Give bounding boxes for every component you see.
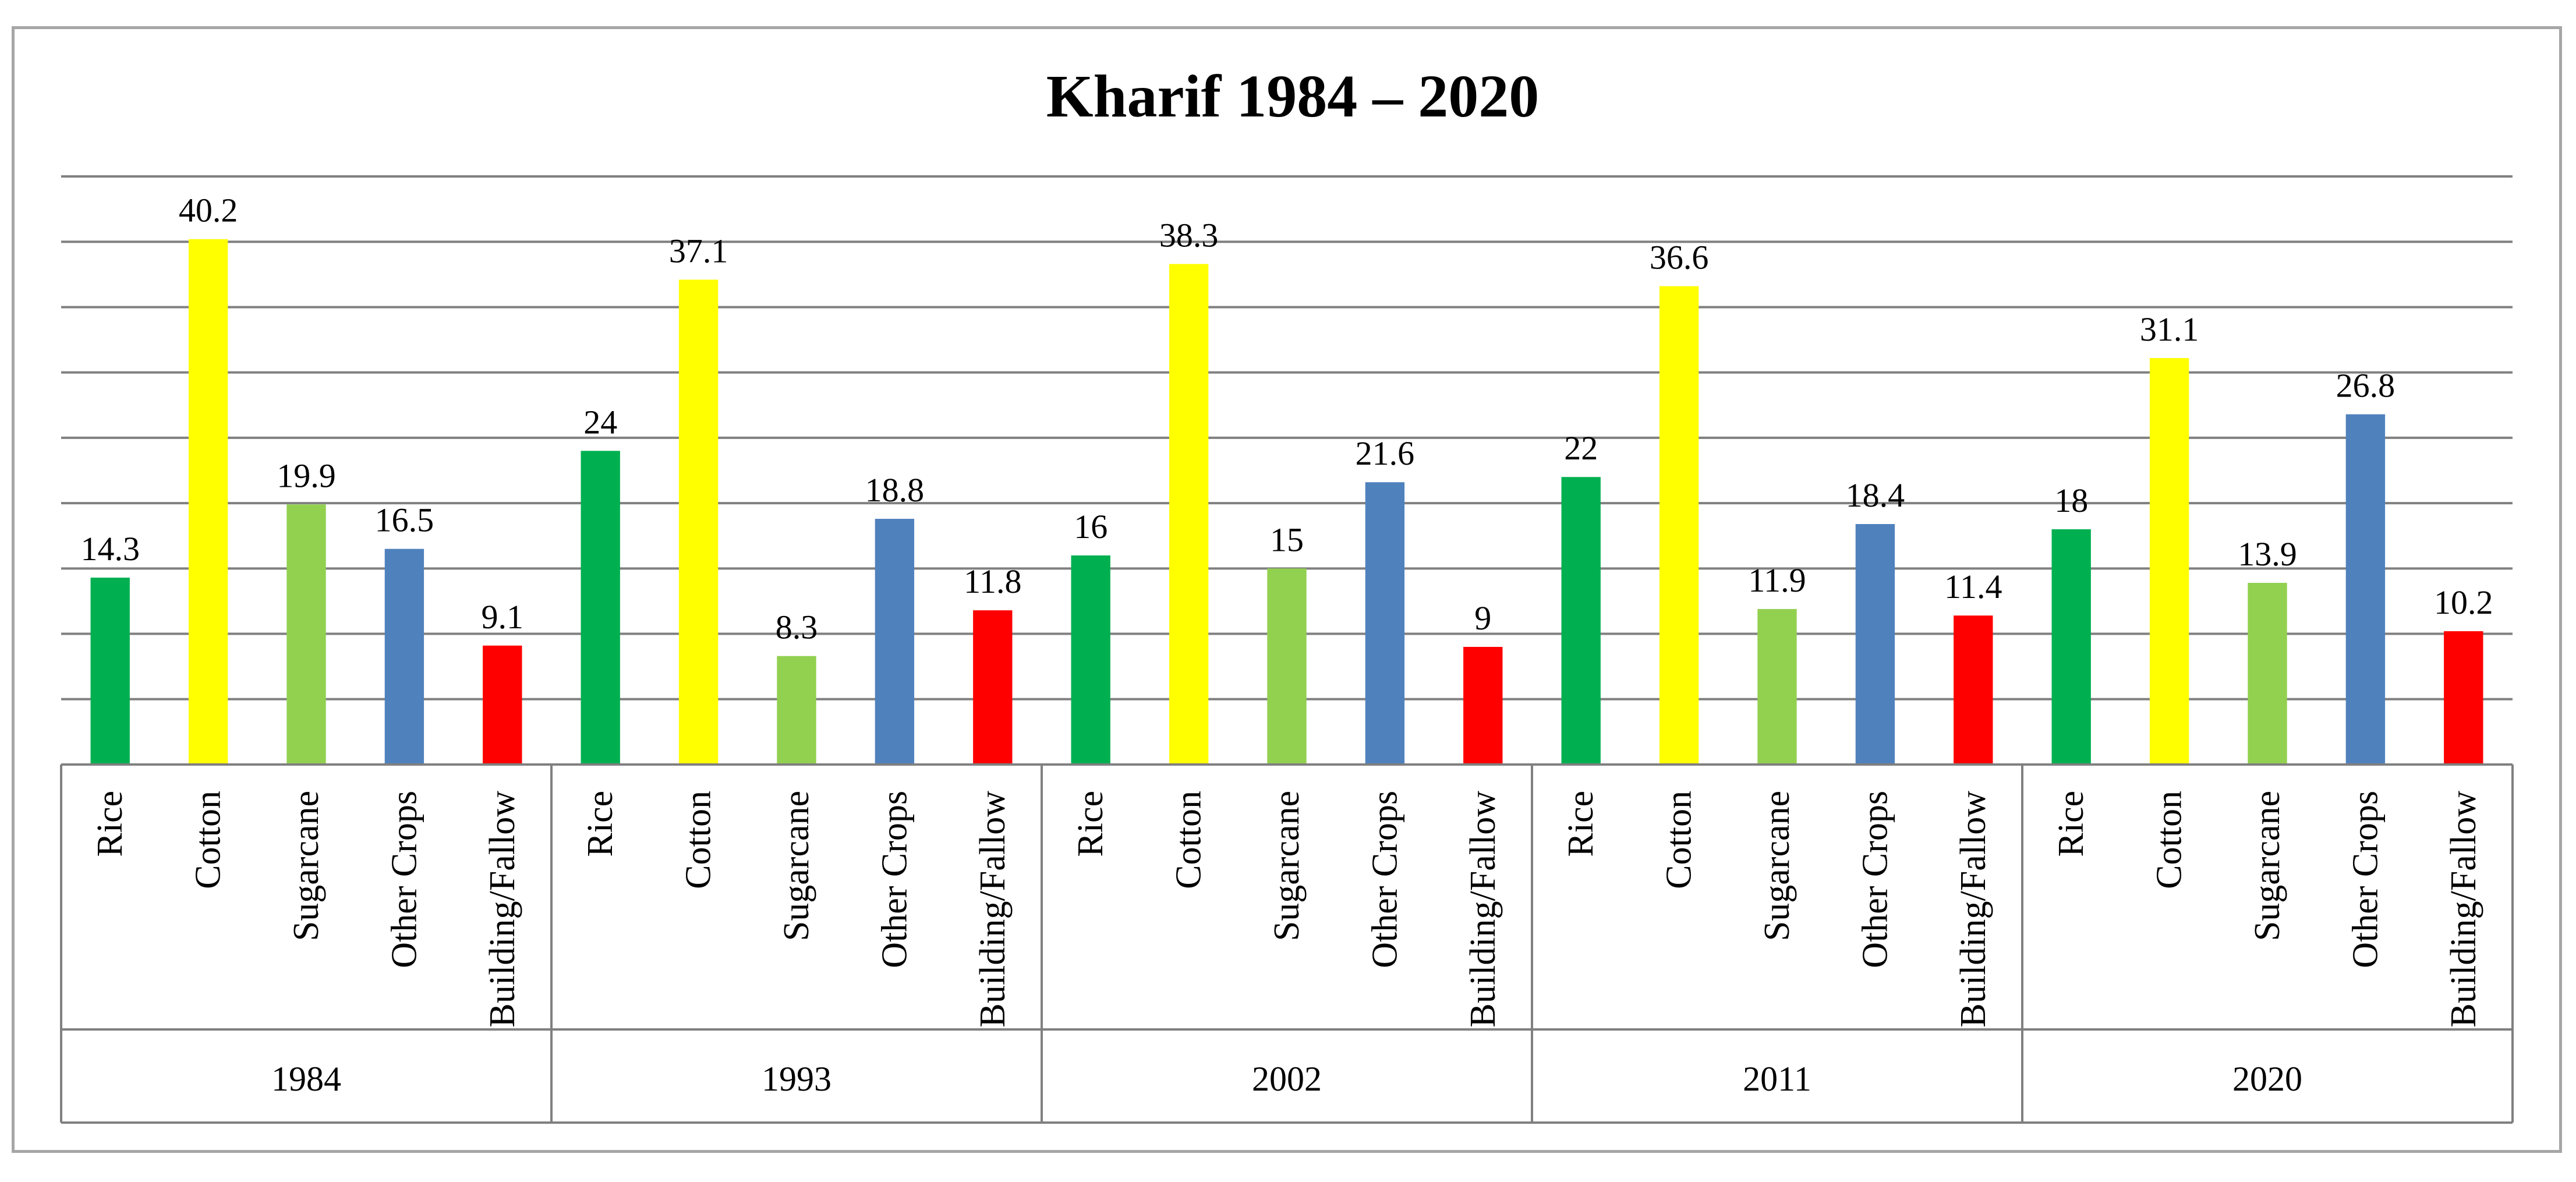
- bar: [1855, 524, 1895, 765]
- category-label: Other Crops: [2345, 791, 2385, 968]
- category-label: Building/Fallow: [973, 791, 1013, 1028]
- category-label: Rice: [2051, 791, 2091, 857]
- bar: [2444, 631, 2483, 765]
- bar: [2149, 358, 2189, 765]
- bar: [678, 279, 719, 765]
- data-label: 22: [1564, 429, 1598, 467]
- grid-lines: [61, 175, 2513, 700]
- bar: [1463, 647, 1503, 765]
- category-label: Building/Fallow: [483, 791, 522, 1028]
- category-label: Building/Fallow: [1954, 791, 1993, 1028]
- data-label: 18: [2054, 482, 2088, 519]
- data-label: 18.4: [1846, 476, 1905, 514]
- bar: [875, 519, 915, 765]
- category-label: Rice: [581, 791, 620, 857]
- category-label: Sugarcane: [1757, 791, 1797, 941]
- data-label: 19.9: [277, 456, 336, 494]
- bar: [1659, 286, 1699, 765]
- data-label: 11.4: [1944, 568, 2002, 606]
- bar: [483, 645, 522, 765]
- bars: [90, 239, 2483, 765]
- data-label: 10.2: [2434, 583, 2493, 621]
- data-label: 37.1: [669, 232, 728, 270]
- category-label: Other Crops: [1365, 791, 1404, 968]
- category-label: Cotton: [1169, 791, 1209, 889]
- category-label: Cotton: [1659, 791, 1699, 889]
- data-label: 11.8: [964, 562, 1021, 600]
- data-label: 11.9: [1748, 561, 1806, 599]
- year-label: 1993: [762, 1060, 831, 1098]
- bar: [1267, 568, 1307, 765]
- data-label: 31.1: [2140, 310, 2199, 348]
- bar: [2345, 414, 2386, 765]
- year-label: 2011: [1743, 1060, 1811, 1098]
- chart-svg: Kharif 1984 – 2020 14.3 40.2 19.9 16.5 9.1 24…: [60, 63, 2514, 1124]
- bar: [1365, 482, 1405, 765]
- bar: [1561, 477, 1601, 765]
- category-label: Rice: [90, 791, 130, 857]
- category-label: Sugarcane: [777, 791, 816, 941]
- category-label: Cotton: [679, 791, 719, 889]
- category-label: Building/Fallow: [2444, 791, 2483, 1028]
- data-label: 38.3: [1159, 216, 1219, 254]
- data-label: 15: [1270, 521, 1304, 558]
- year-label: 2002: [1252, 1060, 1322, 1098]
- data-label: 16: [1074, 508, 1107, 546]
- category-label: Rice: [1561, 791, 1601, 857]
- category-label: Other Crops: [384, 791, 424, 968]
- bar: [1954, 615, 1993, 765]
- chart-title: Kharif 1984 – 2020: [1046, 63, 1539, 130]
- data-label: 24: [583, 403, 617, 441]
- category-label: Rice: [1071, 791, 1110, 857]
- bar: [286, 504, 326, 765]
- data-label: 16.5: [375, 501, 434, 539]
- data-label: 40.2: [179, 192, 238, 229]
- bar: [90, 578, 130, 765]
- bar: [777, 656, 816, 765]
- bar: [1757, 608, 1797, 765]
- year-label: 2020: [2232, 1060, 2302, 1098]
- data-label: 18.8: [865, 471, 925, 509]
- data-label: 36.6: [1650, 239, 1709, 277]
- year-label: 1984: [271, 1060, 341, 1098]
- category-label: Building/Fallow: [1463, 791, 1503, 1028]
- data-label: 21.6: [1356, 434, 1415, 472]
- category-axis: 1984 Rice Cotton Sugarcane Other Crops Buildi…: [60, 763, 2514, 1124]
- data-label: 9.1: [482, 598, 524, 636]
- data-label: 9: [1474, 599, 1491, 637]
- data-label: 13.9: [2238, 535, 2297, 573]
- chart-frame: Kharif 1984 – 2020 14.3 40.2 19.9 16.5 9.1 24…: [12, 26, 2562, 1153]
- category-label: Sugarcane: [2248, 791, 2287, 941]
- category-label: Cotton: [189, 791, 228, 889]
- bar: [1169, 264, 1209, 765]
- bar: [581, 451, 620, 765]
- bar: [1071, 555, 1110, 765]
- data-label: 26.8: [2336, 366, 2395, 404]
- bar: [188, 239, 228, 765]
- bar: [384, 548, 424, 765]
- category-label: Other Crops: [1855, 791, 1895, 968]
- category-label: Sugarcane: [1267, 791, 1307, 941]
- bar: [2248, 583, 2287, 765]
- data-labels: 14.3 40.2 19.9 16.5 9.1 24 37.1 8.3 18.8 11.8 16 38…: [80, 192, 2493, 646]
- category-label: Cotton: [2150, 791, 2189, 889]
- category-label: Other Crops: [875, 791, 914, 968]
- category-label: Sugarcane: [286, 791, 326, 941]
- data-label: 14.3: [80, 530, 140, 568]
- bar: [973, 610, 1013, 765]
- data-label: 8.3: [776, 608, 818, 646]
- bar: [2051, 529, 2091, 765]
